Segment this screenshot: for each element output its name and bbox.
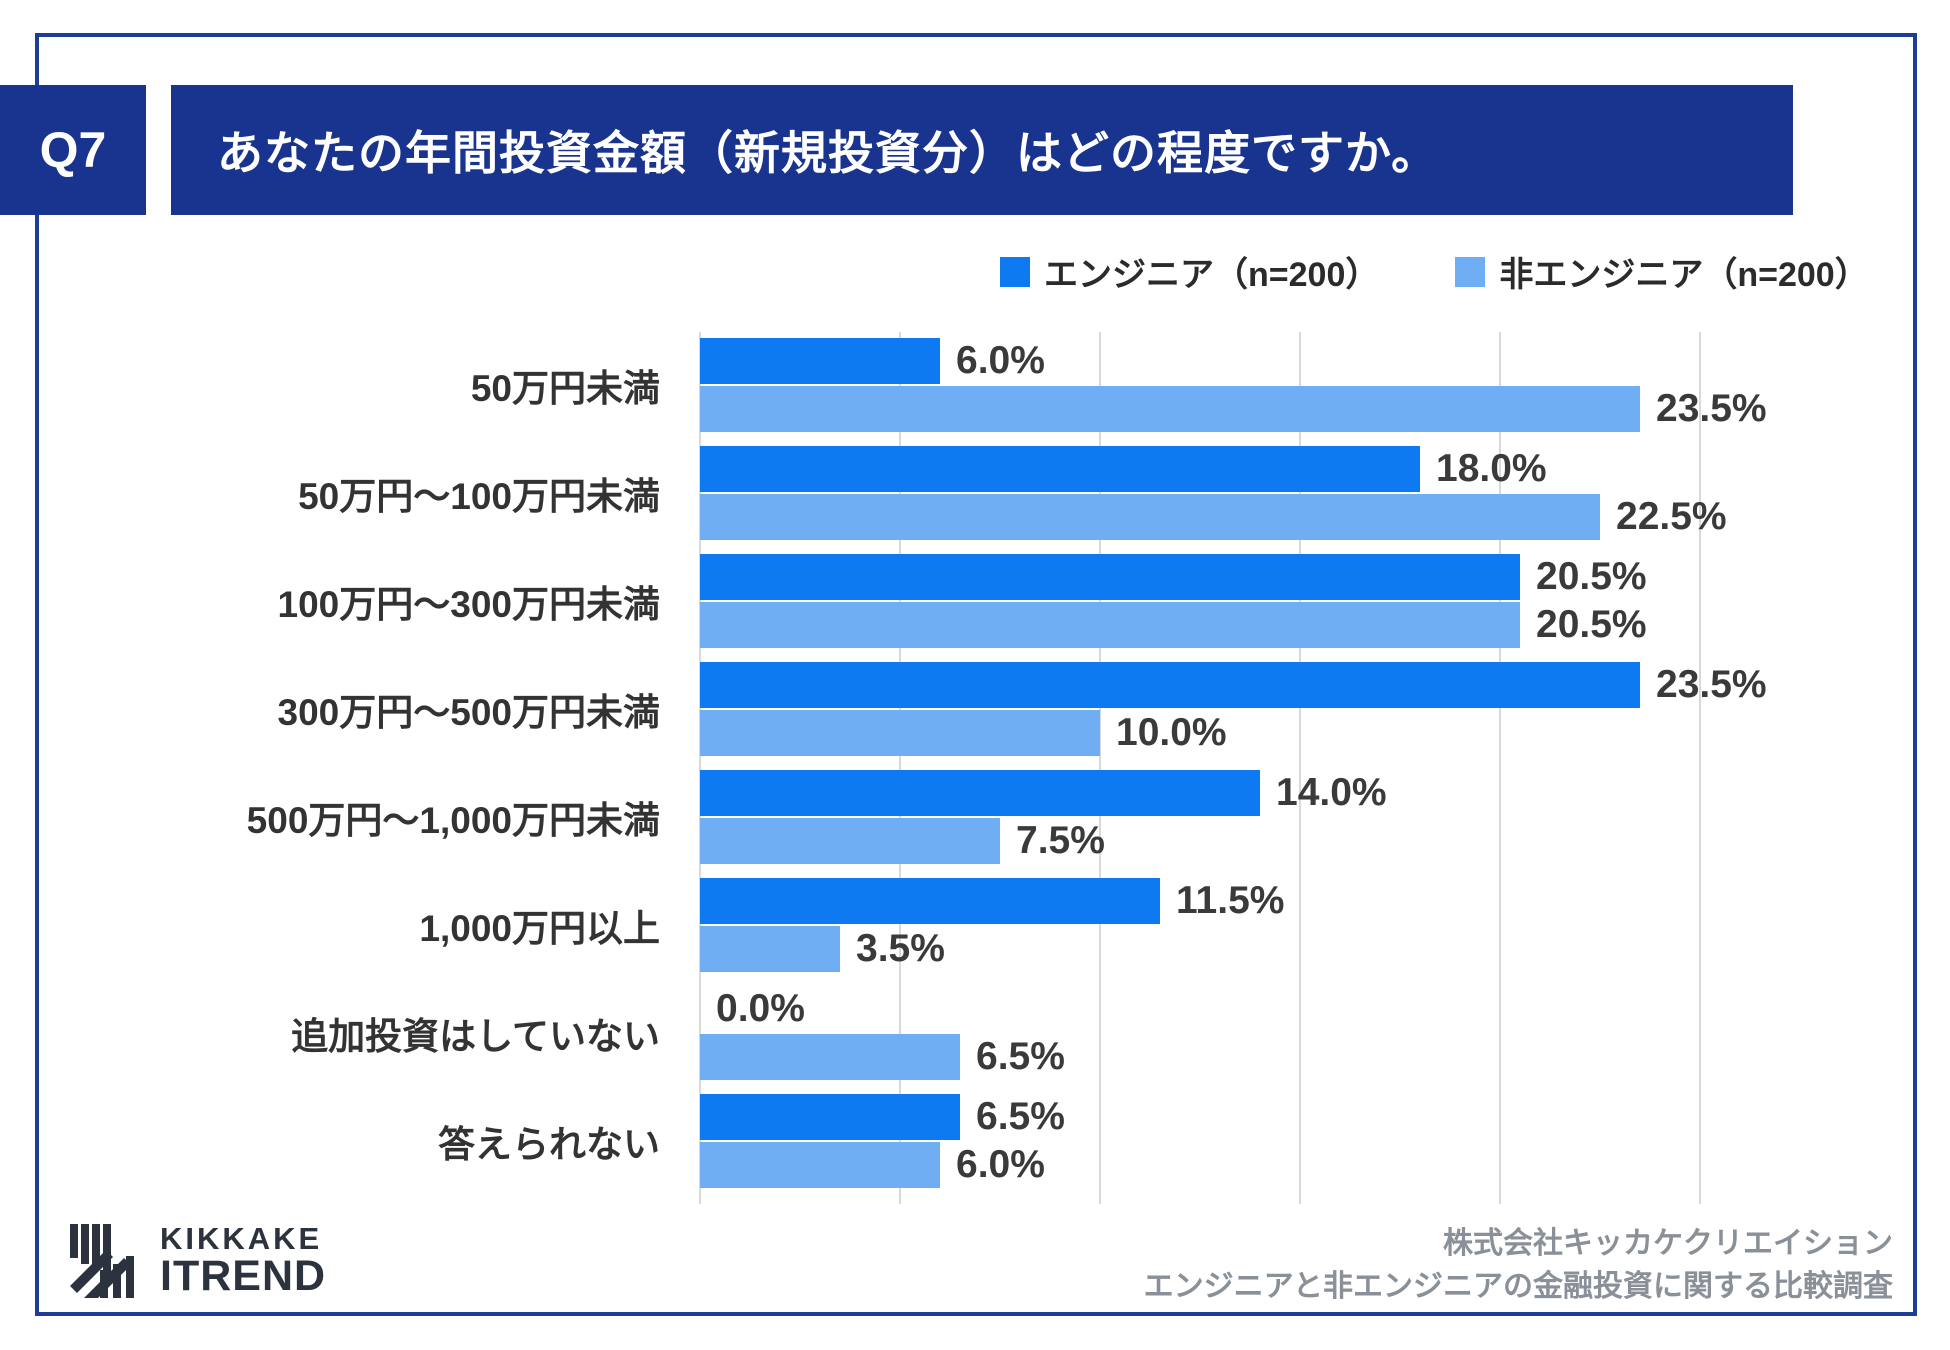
value-label: 22.5% <box>1616 495 1727 538</box>
value-label: 10.0% <box>1116 711 1227 754</box>
category-label: 追加投資はしていない <box>291 1016 660 1057</box>
legend-item-engineer: エンジニア（n=200） <box>1000 247 1379 296</box>
bar-engineer <box>700 770 1260 816</box>
bar-non-engineer <box>700 386 1640 432</box>
bar-engineer <box>700 1094 960 1140</box>
kikkake-itrend-logo: KIKKAKE ITREND <box>70 1222 326 1298</box>
bar-engineer <box>700 446 1420 492</box>
gridline-15 <box>1299 332 1301 1204</box>
chart-plot-area: 6.0% 23.5% 18.0% 22.5% 20.5% 20.5% 23.5% 10.0% 1… <box>699 332 1767 1204</box>
logo-bars-icon <box>70 1224 134 1298</box>
category-label: 答えられない <box>438 1124 660 1165</box>
chart-legend: エンジニア（n=200） 非エンジニア（n=200） <box>1000 247 1869 296</box>
value-label: 3.5% <box>856 927 945 970</box>
gridline-0 <box>699 332 701 1204</box>
value-label: 14.0% <box>1276 771 1387 814</box>
gridline-25 <box>1699 332 1701 1204</box>
value-label: 6.0% <box>956 339 1045 382</box>
question-title-bar: あなたの年間投資金額（新規投資分）はどの程度ですか。 <box>171 85 1793 215</box>
logo-line2: ITREND <box>160 1252 327 1300</box>
bar-engineer <box>700 662 1640 708</box>
category-label: 50万円未満 <box>470 368 660 409</box>
source-company: 株式会社キッカケクリエイション <box>1443 1227 1893 1260</box>
bar-non-engineer <box>700 494 1600 540</box>
value-label: 7.5% <box>1016 819 1105 862</box>
bar-non-engineer <box>700 926 840 972</box>
category-label: 500万円〜1,000万円未満 <box>246 800 660 841</box>
value-label: 20.5% <box>1536 555 1647 598</box>
category-label: 300万円〜500万円未満 <box>277 692 660 733</box>
logo-line1: KIKKAKE <box>160 1221 323 1256</box>
value-label: 6.5% <box>976 1095 1065 1138</box>
legend-label-engineer: エンジニア（n=200） <box>1044 256 1380 294</box>
source-survey-name: エンジニアと非エンジニアの金融投資に関する比較調査 <box>1143 1270 1893 1303</box>
value-label: 6.5% <box>976 1035 1065 1078</box>
value-label: 0.0% <box>716 987 805 1030</box>
legend-swatch-engineer-icon <box>1000 256 1030 287</box>
value-label: 23.5% <box>1656 663 1767 706</box>
bar-non-engineer <box>700 818 1000 864</box>
value-label: 18.0% <box>1436 447 1547 490</box>
bar-non-engineer <box>700 1034 960 1080</box>
question-number: Q7 <box>39 122 107 178</box>
value-label: 11.5% <box>1176 879 1285 922</box>
bar-engineer <box>700 554 1520 600</box>
category-label: 50万円〜100万円未満 <box>298 476 660 517</box>
gridline-5 <box>899 332 901 1204</box>
bar-engineer <box>700 878 1160 924</box>
logo-text: KIKKAKE ITREND <box>160 1221 327 1300</box>
legend-label-non-engineer: 非エンジニア（n=200） <box>1499 256 1869 294</box>
category-label: 1,000万円以上 <box>419 908 660 949</box>
bar-engineer <box>700 338 940 384</box>
gridline-20 <box>1499 332 1501 1204</box>
bar-non-engineer <box>700 602 1520 648</box>
value-label: 23.5% <box>1656 387 1767 430</box>
question-title: あなたの年間投資金額（新規投資分）はどの程度ですか。 <box>217 127 1439 179</box>
question-number-badge: Q7 <box>0 85 146 215</box>
source-attribution: 株式会社キッカケクリエイション エンジニアと非エンジニアの金融投資に関する比較調… <box>1144 1222 1893 1308</box>
legend-item-non-engineer: 非エンジニア（n=200） <box>1455 247 1869 296</box>
gridline-10 <box>1099 332 1101 1204</box>
category-label: 100万円〜300万円未満 <box>277 584 660 625</box>
legend-swatch-non-engineer-icon <box>1455 256 1486 287</box>
bar-non-engineer <box>700 1142 940 1188</box>
value-label: 6.0% <box>956 1143 1045 1186</box>
value-label: 20.5% <box>1536 603 1647 646</box>
bar-non-engineer <box>700 710 1100 756</box>
